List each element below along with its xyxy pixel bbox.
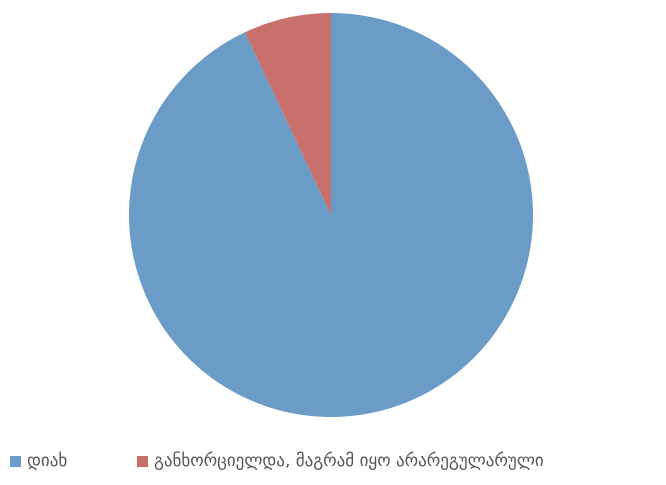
legend-swatch-yes xyxy=(10,455,21,467)
pie-slice-1 xyxy=(244,13,331,215)
legend-item-irregular: განხორციელდა, მაგრამ იყო არარეგულარული xyxy=(137,451,544,471)
legend-item-yes: დიახ xyxy=(10,451,67,471)
pie-slices xyxy=(128,13,534,417)
legend-swatch-irregular xyxy=(137,455,148,467)
chart-legend: დიახ განხორციელდა, მაგრამ იყო არარეგულარ… xyxy=(0,446,666,476)
legend-label-irregular: განხორციელდა, მაგრამ იყო არარეგულარული xyxy=(154,451,544,471)
legend-label-yes: დიახ xyxy=(27,451,68,471)
